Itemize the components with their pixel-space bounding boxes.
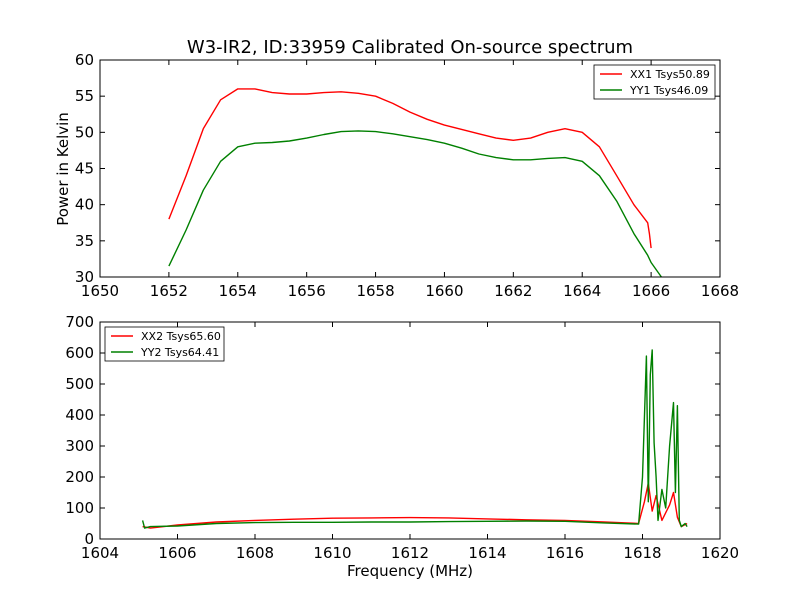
- bottom-x-tick-label: 1614: [468, 544, 506, 562]
- bottom-legend: XX2 Tsys65.60 YY2 Tsys64.41: [104, 326, 225, 362]
- bottom-x-tick-label: 1618: [623, 544, 661, 562]
- top-plot-frame: [99, 59, 721, 278]
- top-x-tick-label: 1656: [288, 282, 326, 300]
- top-y-tick-label: 60: [75, 51, 94, 69]
- bottom-legend-label-yy2: YY2 Tsys64.41: [140, 346, 219, 359]
- top-y-tick-label: 55: [75, 87, 94, 105]
- bottom-plot-frame: [99, 321, 721, 540]
- top-x-tick-label: 1666: [632, 282, 670, 300]
- top-x-tick-label: 1664: [563, 282, 601, 300]
- top-series-line-1: [168, 88, 652, 249]
- bottom-spectrum-panel: Frequency (MHz) 1604 1606 1608 1610 1612 1614…: [65, 313, 739, 580]
- top-x-tick-label: 1660: [425, 282, 463, 300]
- bottom-series-line-1: [142, 482, 688, 529]
- bottom-x-tick-label: 1610: [313, 544, 351, 562]
- bottom-y-tick-label: 500: [65, 375, 94, 393]
- top-y-tick-label: 35: [75, 232, 94, 250]
- top-legend: XX1 Tsys50.89 YY1 Tsys46.09: [593, 64, 716, 100]
- bottom-x-tick-label: 1612: [391, 544, 429, 562]
- bottom-y-tick-label: 700: [65, 313, 94, 331]
- top-x-tick-label: 1652: [150, 282, 188, 300]
- top-y-axis-label: Power in Kelvin: [54, 112, 72, 226]
- bottom-y-tick-label: 100: [65, 499, 94, 517]
- top-y-tick-label: 45: [75, 160, 94, 178]
- bottom-y-tick-label: 600: [65, 344, 94, 362]
- top-legend-label-yy1: YY1 Tsys46.09: [629, 84, 708, 97]
- chart-title: W3-IR2, ID:33959 Calibrated On-source sp…: [187, 37, 633, 58]
- bottom-x-tick-label: 1608: [236, 544, 274, 562]
- bottom-x-axis-label: Frequency (MHz): [347, 562, 473, 580]
- top-spectrum-panel: Power in Kelvin 1650 1652 1654 1656 1658 1660…: [54, 51, 739, 300]
- bottom-x-tick-label: 1620: [701, 544, 739, 562]
- bottom-series-line-2: [141, 349, 688, 529]
- top-y-tick-label: 50: [75, 123, 94, 141]
- top-x-tick-label: 1662: [494, 282, 532, 300]
- top-series-line-2: [168, 130, 662, 278]
- bottom-y-tick-label: 400: [65, 406, 94, 424]
- bottom-x-tick-label: 1616: [546, 544, 584, 562]
- top-x-tick-label: 1658: [356, 282, 394, 300]
- bottom-legend-box: [104, 326, 225, 362]
- bottom-legend-label-xx2: XX2 Tsys65.60: [141, 330, 221, 343]
- top-y-tick-label: 30: [75, 268, 94, 286]
- top-x-tick-label: 1650: [81, 282, 119, 300]
- top-legend-box: [593, 64, 716, 100]
- top-x-tick-label: 1654: [219, 282, 257, 300]
- bottom-y-tick-label: 0: [84, 530, 94, 548]
- bottom-y-tick-label: 200: [65, 468, 94, 486]
- top-x-tick-label: 1668: [701, 282, 739, 300]
- top-legend-label-xx1: XX1 Tsys50.89: [630, 68, 710, 81]
- bottom-x-tick-label: 1604: [81, 544, 119, 562]
- top-y-tick-label: 40: [75, 196, 94, 214]
- bottom-y-tick-label: 300: [65, 437, 94, 455]
- bottom-x-tick-label: 1606: [158, 544, 196, 562]
